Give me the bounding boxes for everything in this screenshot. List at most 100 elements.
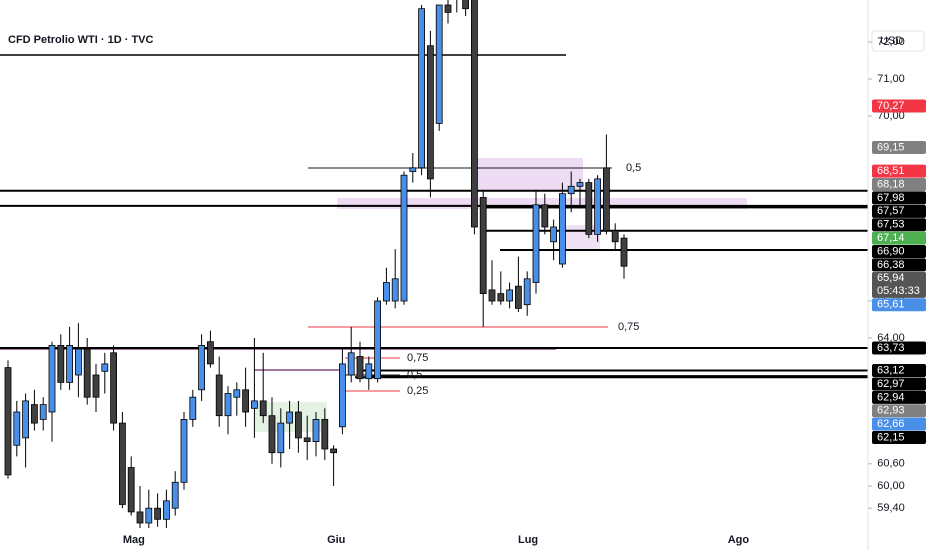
candle-body: [462, 0, 470, 10]
candle-body: [374, 300, 382, 380]
price-badge: [872, 99, 926, 113]
candle-body: [356, 356, 364, 380]
countdown: 05:43:33: [877, 285, 920, 297]
candle-body: [426, 45, 434, 180]
candle-body: [39, 404, 47, 420]
candle-body: [83, 348, 91, 398]
price-badge-label: 62,66: [877, 418, 905, 430]
y-tick-label: 60,60: [877, 458, 905, 470]
drawings: 0,5 0,75 0,75 0,5 0,25: [0, 54, 868, 432]
candle-body: [559, 193, 566, 265]
y-tick-label: 60,00: [877, 480, 905, 492]
candle-body: [409, 167, 417, 172]
y-tick-label: 59,40: [877, 502, 905, 514]
x-tick-label: Giu: [327, 534, 345, 546]
candle-body: [365, 363, 373, 380]
candle-body: [286, 411, 294, 424]
price-badge-label: 62,97: [877, 378, 905, 390]
candle-body: [189, 396, 197, 420]
candle-body: [242, 389, 250, 413]
price-badge-label: 68,51: [877, 165, 905, 177]
price-badge-label: 65,94: [877, 272, 905, 284]
candle-body: [224, 393, 232, 417]
candle-body: [119, 422, 126, 505]
price-badge: [872, 377, 926, 391]
candle-body: [171, 481, 179, 509]
candle-body: [611, 230, 619, 243]
candle-body: [259, 400, 267, 417]
price-badge-label: 63,12: [877, 364, 905, 376]
candle-body: [101, 363, 109, 372]
chart-title: CFD Petrolio WTI · 1D · TVC: [8, 34, 153, 46]
candle-body: [585, 182, 593, 235]
price-badge: [872, 390, 926, 404]
candle-body: [22, 400, 30, 439]
candle-body: [206, 341, 214, 365]
price-badge-label: 63,73: [877, 342, 905, 354]
price-badge: [872, 364, 926, 378]
candle-body: [321, 418, 329, 450]
price-badge: [872, 298, 926, 312]
candle-body: [312, 418, 320, 442]
price-badge: [872, 341, 926, 355]
candle-body: [250, 400, 258, 409]
price-badge-label: 67,53: [877, 219, 905, 231]
candle-body: [57, 344, 65, 383]
fib-label: 0,75: [618, 321, 639, 333]
price-badge: [872, 218, 926, 232]
x-tick-label: Lug: [518, 534, 538, 546]
zone: [475, 158, 583, 190]
price-badge: [872, 404, 926, 418]
y-tick-label: 72,00: [877, 36, 905, 48]
candle-body: [145, 507, 153, 524]
candle-body: [567, 185, 575, 195]
candle-body: [330, 448, 338, 454]
candle-body: [4, 367, 12, 476]
price-badge-label: 65,61: [877, 299, 905, 311]
price-badge: [872, 140, 926, 154]
fib-label: 0,75: [407, 352, 428, 364]
price-badge-label: 67,57: [877, 205, 905, 217]
candle-body: [136, 511, 144, 524]
candle-body: [418, 8, 426, 169]
price-badge: [872, 258, 926, 272]
y-tick-label: 64,00: [877, 332, 905, 344]
price-badge-label: 68,18: [877, 178, 905, 190]
candle-body: [444, 4, 452, 13]
candle-body: [435, 4, 443, 124]
candle-body: [30, 404, 38, 424]
candle-body: [215, 374, 223, 417]
candle-body: [294, 411, 302, 439]
price-badge-label: 66,90: [877, 245, 905, 257]
price-badge: [872, 417, 926, 431]
price-badge: [872, 164, 926, 178]
candle-body: [506, 289, 514, 302]
candle-body: [391, 278, 399, 302]
candle-body: [180, 418, 188, 483]
candle-body: [277, 422, 285, 454]
x-tick-label: Mag: [123, 534, 145, 546]
y-tick-label: 70,00: [877, 110, 905, 122]
candle-body: [532, 204, 540, 283]
candle-body: [603, 167, 610, 232]
price-badge-label: 67,14: [877, 232, 905, 244]
x-tick-label: Ago: [728, 534, 750, 546]
price-badge-label: 62,93: [877, 405, 905, 417]
price-badge: [872, 431, 926, 445]
currency: USD: [880, 35, 903, 47]
price-badge: [872, 191, 926, 205]
candle-body: [470, 0, 478, 228]
candle-body: [523, 278, 531, 306]
candle-body: [233, 389, 241, 398]
price-badge-label: 62,15: [877, 431, 905, 443]
candle-body: [198, 344, 206, 391]
currency-box[interactable]: [871, 30, 925, 52]
candle-body: [594, 178, 601, 235]
candle-body: [66, 344, 73, 383]
candle-body: [576, 182, 584, 187]
price-badge: [872, 245, 926, 259]
candles: [4, 0, 628, 528]
fib-label: 0,5: [626, 162, 641, 174]
candle-body: [497, 293, 505, 302]
